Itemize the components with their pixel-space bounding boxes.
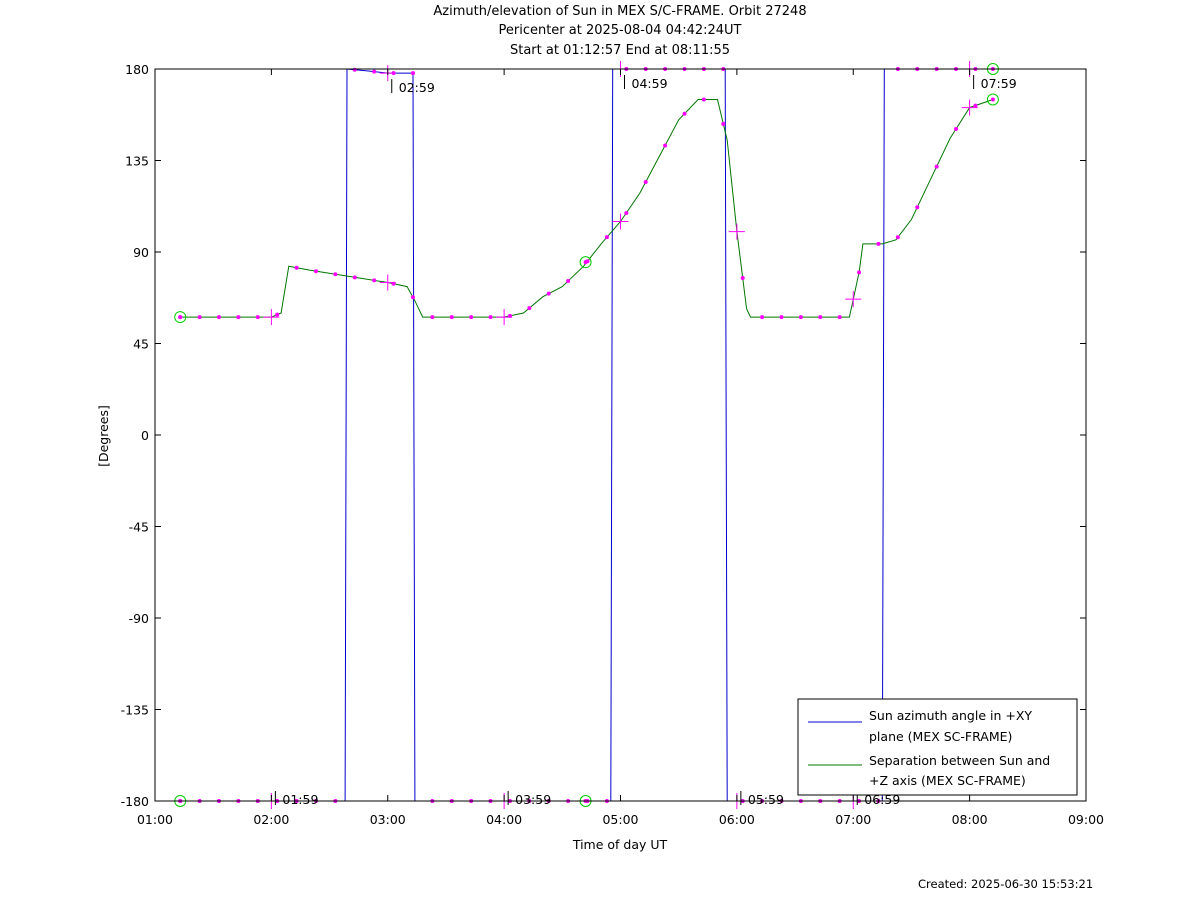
series-marker xyxy=(604,235,609,240)
y-tick-label: 45 xyxy=(133,337,149,352)
chart-subtitle-pericenter: Pericenter at 2025-08-04 04:42:24UT xyxy=(498,23,742,38)
plot-area: 01:59 02:59 03:59 04:59 05:59 06:59 07:59 xyxy=(174,61,1017,809)
legend: Sun azimuth angle in +XY plane (MEX SC-F… xyxy=(797,698,1078,796)
hour-label: 03:59 xyxy=(515,792,551,807)
series-marker xyxy=(217,315,222,320)
series-marker xyxy=(352,67,357,72)
event-circle-dot xyxy=(583,260,588,265)
legend-label-azimuth-2: plane (MEX SC-FRAME) xyxy=(869,729,1012,744)
series-marker xyxy=(527,306,532,311)
event-circle-marker xyxy=(174,311,187,324)
series-line-0 xyxy=(180,68,993,802)
series-marker xyxy=(643,180,648,185)
y-tick-label: -90 xyxy=(129,611,149,626)
event-circle-dot xyxy=(178,315,183,320)
series-marker xyxy=(197,315,202,320)
series-marker xyxy=(449,315,454,320)
x-tick-label: 01:00 xyxy=(137,812,173,827)
y-axis-label: [Degrees] xyxy=(96,405,111,467)
plot-frame xyxy=(154,68,1087,802)
x-tick-label: 07:00 xyxy=(835,812,871,827)
series-marker xyxy=(973,103,978,108)
series-marker xyxy=(410,71,415,76)
chart-subtitle-timerange: Start at 01:12:57 End at 08:11:55 xyxy=(509,43,731,58)
event-circle-marker xyxy=(986,93,999,106)
series-marker xyxy=(682,111,687,116)
series-marker xyxy=(624,210,629,215)
x-tick-label: 09:00 xyxy=(1068,812,1104,827)
series-marker xyxy=(954,126,959,131)
series-marker xyxy=(837,315,842,320)
series-marker xyxy=(895,235,900,240)
series-marker xyxy=(275,312,280,317)
y-tick-label: -135 xyxy=(121,703,149,718)
y-tick-label: 135 xyxy=(125,154,149,169)
y-tick-label: 0 xyxy=(141,428,149,443)
event-circle-dot xyxy=(990,97,995,102)
hour-label: 04:59 xyxy=(632,76,668,91)
series-marker xyxy=(410,295,415,300)
y-tick-label: 90 xyxy=(133,245,149,260)
y-tick-label: 180 xyxy=(125,62,149,77)
series-marker xyxy=(857,270,862,275)
series-marker xyxy=(779,315,784,320)
legend-label-separation-2: +Z axis (MEX SC-FRAME) xyxy=(869,773,1026,788)
series-marker xyxy=(798,315,803,320)
x-tick-label: 06:00 xyxy=(719,812,755,827)
x-tick-label: 02:00 xyxy=(253,812,289,827)
series-marker xyxy=(430,315,435,320)
x-axis-label: Time of day UT xyxy=(572,837,668,852)
series-marker xyxy=(760,315,765,320)
axes: 01:00 02:00 03:00 04:00 05:00 06:00 07:00 08:00… xyxy=(121,62,1104,827)
hour-label: 02:59 xyxy=(399,80,435,95)
series-marker xyxy=(294,265,299,270)
series-marker xyxy=(488,315,493,320)
series-marker xyxy=(255,315,260,320)
hour-label: 01:59 xyxy=(282,792,318,807)
event-circle-marker xyxy=(579,256,592,269)
series-marker xyxy=(372,278,377,283)
series-marker xyxy=(566,279,571,284)
series-marker xyxy=(663,143,668,148)
created-timestamp: Created: 2025-06-30 15:53:21 xyxy=(918,877,1094,891)
series-marker xyxy=(372,69,377,74)
chart-title: Azimuth/elevation of Sun in MEX S/C-FRAM… xyxy=(433,4,807,19)
series-marker xyxy=(701,97,706,102)
hour-label: 06:59 xyxy=(864,792,900,807)
series-marker xyxy=(352,275,357,280)
series-marker xyxy=(236,315,241,320)
legend-box xyxy=(797,698,1078,796)
series-marker xyxy=(740,276,745,281)
legend-label-separation-1: Separation between Sun and xyxy=(869,753,1050,768)
x-tick-label: 05:00 xyxy=(602,812,638,827)
legend-label-azimuth-1: Sun azimuth angle in +XY xyxy=(869,708,1032,723)
series-marker xyxy=(313,269,318,274)
series-marker xyxy=(333,272,338,277)
y-tick-label: -45 xyxy=(129,520,149,535)
hour-label: 05:59 xyxy=(748,792,784,807)
hour-label: 07:59 xyxy=(981,76,1017,91)
series-line-1 xyxy=(180,99,994,318)
x-tick-label: 04:00 xyxy=(486,812,522,827)
series-marker xyxy=(876,241,881,246)
series-marker xyxy=(546,291,551,296)
x-tick-label: 08:00 xyxy=(952,812,988,827)
series-marker xyxy=(818,315,823,320)
x-tick-label: 03:00 xyxy=(370,812,406,827)
series-marker xyxy=(934,164,939,169)
series-marker xyxy=(915,205,920,210)
y-tick-label: -180 xyxy=(121,794,149,809)
series-marker xyxy=(721,121,726,126)
series-marker xyxy=(469,315,474,320)
